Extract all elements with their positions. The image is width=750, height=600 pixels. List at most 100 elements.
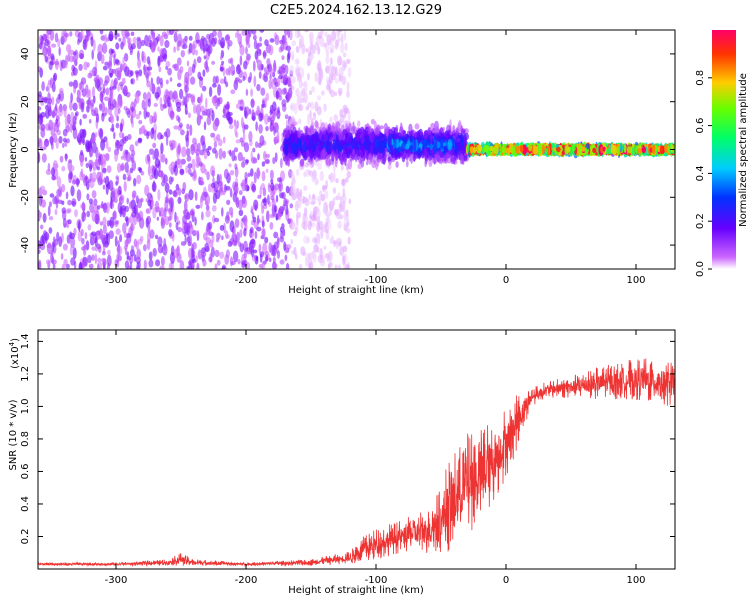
heatmap-cell — [408, 123, 413, 133]
heatmap-cell — [154, 91, 160, 99]
heatmap-cell — [114, 235, 118, 247]
heatmap-cell — [130, 78, 133, 85]
heatmap-cell — [101, 112, 105, 122]
heatmap-cell — [187, 66, 193, 77]
heatmap-cell — [309, 210, 314, 217]
heatmap-cell — [130, 70, 134, 77]
heatmap-cell — [87, 254, 92, 264]
heatmap-cell — [204, 242, 210, 252]
heatmap-cell — [80, 203, 86, 210]
heatmap-cell — [78, 63, 83, 71]
heatmap-cell — [312, 253, 317, 264]
heatmap-cell — [88, 198, 93, 205]
heatmap-cell — [182, 43, 188, 50]
heatmap-cell — [99, 221, 104, 226]
heatmap-cell — [236, 103, 240, 109]
heatmap-cell — [274, 205, 278, 213]
heatmap-cell — [197, 142, 201, 152]
heatmap-cell — [148, 259, 154, 268]
heatmap-cell — [120, 155, 124, 160]
heatmap-cell — [192, 172, 197, 182]
heatmap-cell — [225, 230, 229, 239]
heatmap-cell — [357, 120, 361, 127]
heatmap-cell — [265, 125, 269, 132]
heatmap-cell — [82, 244, 87, 256]
heatmap-cell — [127, 217, 131, 224]
heatmap-cell — [42, 189, 48, 196]
heatmap-cell — [120, 83, 123, 91]
heatmap-cell — [152, 142, 157, 149]
heatmap-cell — [346, 218, 350, 226]
heatmap-cell — [173, 46, 177, 53]
heatmap-cell — [175, 183, 180, 191]
heatmap-cell — [128, 201, 133, 210]
heatmap-cell — [333, 171, 336, 183]
heatmap-cell — [156, 216, 159, 221]
heatmap-cell — [181, 146, 187, 158]
heatmap-cell — [250, 205, 255, 211]
heatmap-cell — [385, 126, 389, 137]
heatmap-cell — [107, 105, 112, 116]
heatmap-cell — [369, 132, 375, 143]
heatmap-cell — [250, 88, 254, 97]
heatmap-cell — [316, 195, 322, 201]
heatmap-cell — [280, 157, 283, 169]
heatmap-cell — [143, 244, 147, 252]
heatmap-cell — [296, 140, 302, 148]
heatmap-cell — [291, 132, 295, 144]
heatmap-cell — [58, 136, 63, 144]
heatmap-cell — [159, 151, 163, 163]
heatmap-cell — [102, 83, 105, 93]
heatmap-cell — [369, 142, 375, 147]
heatmap-cell — [457, 141, 461, 149]
heatmap-cell — [68, 176, 72, 184]
heatmap-cell — [179, 168, 185, 175]
heatmap-cell — [76, 177, 80, 188]
heatmap-cell — [208, 256, 213, 263]
heatmap-cell — [115, 122, 120, 129]
heatmap-cell — [317, 233, 321, 245]
heatmap-cell — [285, 205, 289, 216]
heatmap-cell — [39, 211, 43, 218]
heatmap-cell — [239, 55, 243, 66]
heatmap-cell — [237, 258, 241, 265]
heatmap-cell — [87, 97, 91, 109]
heatmap-cell — [54, 209, 58, 216]
heatmap-cell — [106, 262, 110, 269]
heatmap-cell — [312, 237, 317, 243]
heatmap-cell — [236, 63, 241, 72]
heatmap-cell — [195, 230, 199, 235]
heatmap-cell — [63, 258, 68, 266]
heatmap-cell — [294, 200, 299, 212]
heatmap-cell — [325, 158, 329, 165]
heatmap-cell — [264, 153, 271, 159]
heatmap-cell — [168, 207, 171, 216]
heatmap-cell — [191, 43, 196, 56]
heatmap-cell — [222, 136, 226, 144]
heatmap-cell — [255, 256, 259, 262]
heatmap-cell — [268, 79, 272, 90]
heatmap-cell — [319, 170, 324, 182]
heatmap-cell — [100, 53, 105, 65]
heatmap-cell — [48, 42, 51, 55]
heatmap-cell — [217, 138, 223, 147]
heatmap-cell — [201, 211, 204, 221]
heatmap-cell — [346, 127, 351, 133]
heatmap-cell — [219, 251, 225, 259]
heatmap-cell — [177, 196, 182, 204]
heatmap-cell — [267, 194, 270, 205]
heatmap-cell — [96, 243, 101, 250]
heatmap-cell — [102, 167, 107, 174]
heatmap-cell — [310, 222, 316, 228]
heatmap-cell — [70, 185, 75, 197]
heatmap-cell — [419, 135, 425, 141]
heatmap-cell — [124, 161, 129, 173]
heatmap-cell — [176, 57, 182, 66]
heatmap-cell — [116, 177, 120, 185]
heatmap-cell — [381, 140, 387, 149]
heatmap-cell — [186, 265, 190, 269]
heatmap-cell — [52, 236, 56, 246]
heatmap-cell — [72, 55, 76, 63]
heatmap-cell — [333, 114, 338, 122]
heatmap-cell — [295, 168, 300, 176]
